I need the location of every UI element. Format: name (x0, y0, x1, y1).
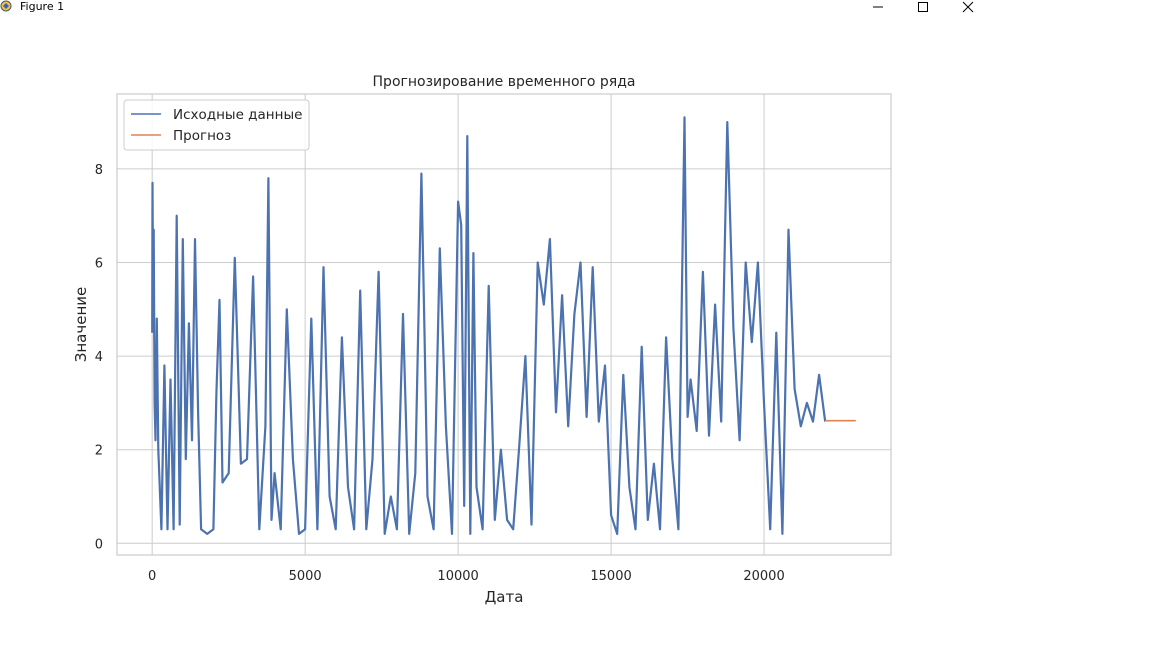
y-tick-label: 6 (95, 256, 103, 271)
x-tick-label: 20000 (743, 569, 784, 584)
window-titlebar: Figure 1 (0, 0, 1152, 14)
legend-label-1: Исходные данные (173, 107, 302, 123)
figure-app-icon (0, 0, 12, 12)
x-axis-label: Дата (485, 588, 524, 606)
plot-frame (116, 93, 892, 556)
y-tick-label: 2 (95, 444, 103, 459)
y-axis-label: Значение (72, 287, 90, 363)
series-layer (151, 116, 856, 535)
maximize-button[interactable] (901, 0, 945, 14)
legend: Исходные данные Прогноз (123, 99, 310, 151)
y-tick-label: 4 (95, 350, 103, 365)
maximize-icon (918, 2, 928, 12)
chart-title: Прогнозирование временного ряда (373, 74, 636, 90)
figure-canvas: 0 5000 10000 15000 20000 0 2 4 6 8 Прогнозировани… (72, 74, 892, 606)
series-line-1 (151, 116, 827, 535)
x-tick-label: 0 (148, 569, 156, 584)
window-title: Figure 1 (20, 0, 65, 13)
minimize-icon (873, 6, 883, 8)
x-tick-label: 5000 (289, 569, 322, 584)
y-tick-label: 8 (95, 163, 103, 178)
x-tick-label: 15000 (590, 569, 631, 584)
close-button[interactable] (946, 0, 990, 14)
legend-label-2: Прогноз (173, 128, 231, 144)
x-tick-label: 10000 (437, 569, 478, 584)
y-tick-label: 0 (95, 537, 103, 552)
legend-box (123, 99, 310, 151)
tick-labels: 0 5000 10000 15000 20000 0 2 4 6 8 (95, 163, 785, 584)
minimize-button[interactable] (856, 0, 900, 14)
close-icon (962, 1, 974, 13)
